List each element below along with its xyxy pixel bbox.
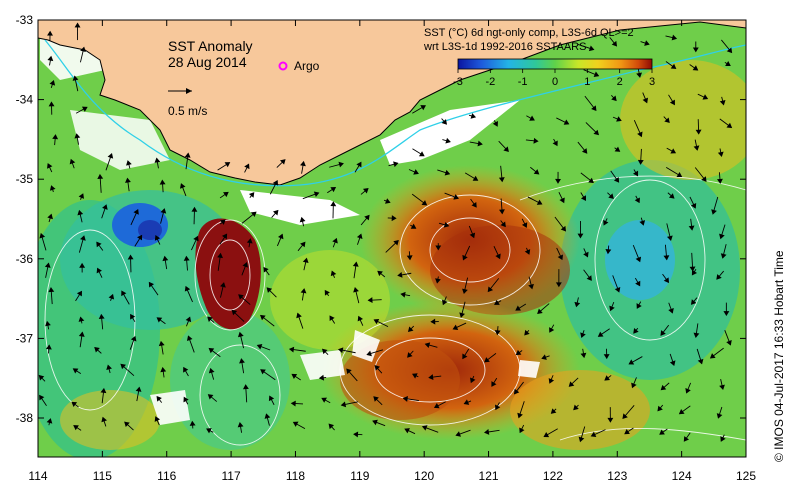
x-tick-label: 114	[28, 469, 47, 483]
y-tick-label: -37	[16, 331, 34, 345]
side-credit: © IMOS 04-Jul-2017 16:33 Hobart Time	[772, 250, 786, 462]
map-title: SST Anomaly	[168, 38, 253, 54]
map-date: 28 Aug 2014	[168, 54, 247, 70]
x-tick-label: 119	[350, 469, 369, 483]
y-tick-label: -34	[16, 93, 34, 107]
y-tick-label: -38	[16, 411, 34, 425]
x-tick-label: 125	[736, 469, 756, 483]
colorbar-tick-label: -2	[485, 76, 495, 88]
argo-label: Argo	[294, 59, 320, 73]
scale-label: 0.5 m/s	[168, 104, 207, 118]
colorbar-tick-label: -1	[518, 76, 528, 88]
x-tick-label: 121	[479, 469, 499, 483]
x-tick-label: 116	[157, 469, 176, 483]
y-tick-label: -36	[16, 252, 34, 266]
x-tick-label: 115	[93, 469, 112, 483]
x-tick-label: 124	[672, 469, 692, 483]
colorbar-tick-label: 3	[649, 76, 655, 88]
x-tick-label: 120	[414, 469, 434, 483]
colorbar-title-2: wrt L3S-1d 1992-2016 SSTAARS	[423, 41, 586, 53]
colorbar	[458, 59, 652, 69]
colorbar-tick-label: 2	[617, 76, 623, 88]
colorbar-tick-label: -3	[453, 76, 463, 88]
y-tick-label: -33	[16, 13, 34, 27]
colorbar-tick-label: 0	[552, 76, 558, 88]
y-tick-label: -35	[16, 172, 34, 186]
x-tick-label: 117	[222, 469, 241, 483]
colorbar-tick-label: 1	[584, 76, 590, 88]
colorbar-title-1: SST (°C) 6d ngt-only comp, L3S-6d QL>=2	[424, 27, 634, 39]
x-tick-label: 123	[607, 469, 627, 483]
x-tick-label: 118	[286, 469, 305, 483]
x-tick-label: 122	[543, 469, 563, 483]
side-credit-panel: © IMOS 04-Jul-2017 16:33 Hobart Time	[768, 0, 788, 492]
